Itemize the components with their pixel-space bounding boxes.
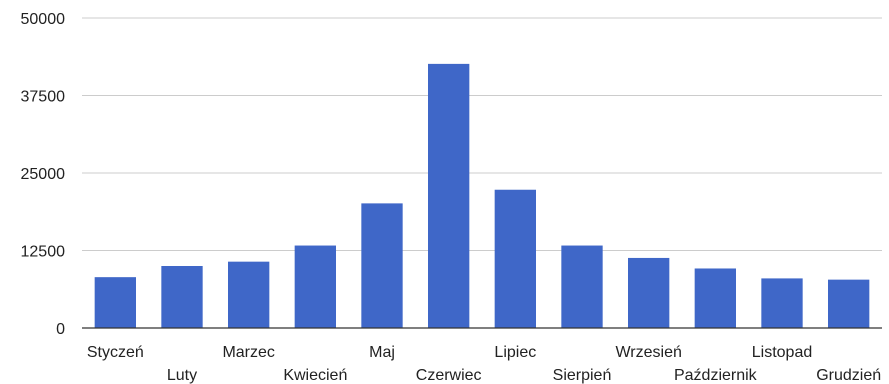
x-category-label: Listopad xyxy=(752,344,813,361)
x-category-label: Październik xyxy=(674,367,758,384)
x-category-label: Styczeń xyxy=(87,344,144,361)
x-category-label: Maj xyxy=(369,344,395,361)
y-tick-label: 50000 xyxy=(21,11,66,28)
x-category-label: Luty xyxy=(167,367,197,384)
bar-6 xyxy=(428,63,470,328)
gridlines xyxy=(82,17,882,251)
bar-9 xyxy=(628,257,670,328)
x-category-label: Czerwiec xyxy=(416,367,482,384)
x-category-label: Lipiec xyxy=(494,344,536,361)
bars xyxy=(94,63,870,328)
bar-2 xyxy=(161,266,203,328)
bar-1 xyxy=(94,277,136,328)
y-axis-tick-labels: 0 12500 25000 37500 50000 xyxy=(21,11,66,338)
bar-4 xyxy=(294,245,336,328)
bar-3 xyxy=(228,261,270,328)
bar-5 xyxy=(361,203,403,328)
y-tick-label: 12500 xyxy=(21,244,66,261)
x-axis-category-labels: Styczeń Luty Marzec Kwiecień Maj Czerwiec Lipi… xyxy=(87,344,881,384)
x-category-label: Sierpień xyxy=(553,367,612,384)
bar-8 xyxy=(561,245,603,328)
x-category-label: Wrzesień xyxy=(615,344,681,361)
bar-7 xyxy=(494,189,536,328)
y-tick-label: 25000 xyxy=(21,166,66,183)
bar-10 xyxy=(694,268,736,328)
bar-11 xyxy=(761,278,803,328)
x-category-label: Kwiecień xyxy=(283,367,347,384)
x-category-label: Grudzień xyxy=(816,367,881,384)
bar-12 xyxy=(828,279,870,328)
x-category-label: Marzec xyxy=(222,344,274,361)
y-tick-label: 37500 xyxy=(21,89,66,106)
y-tick-label: 0 xyxy=(56,321,65,338)
